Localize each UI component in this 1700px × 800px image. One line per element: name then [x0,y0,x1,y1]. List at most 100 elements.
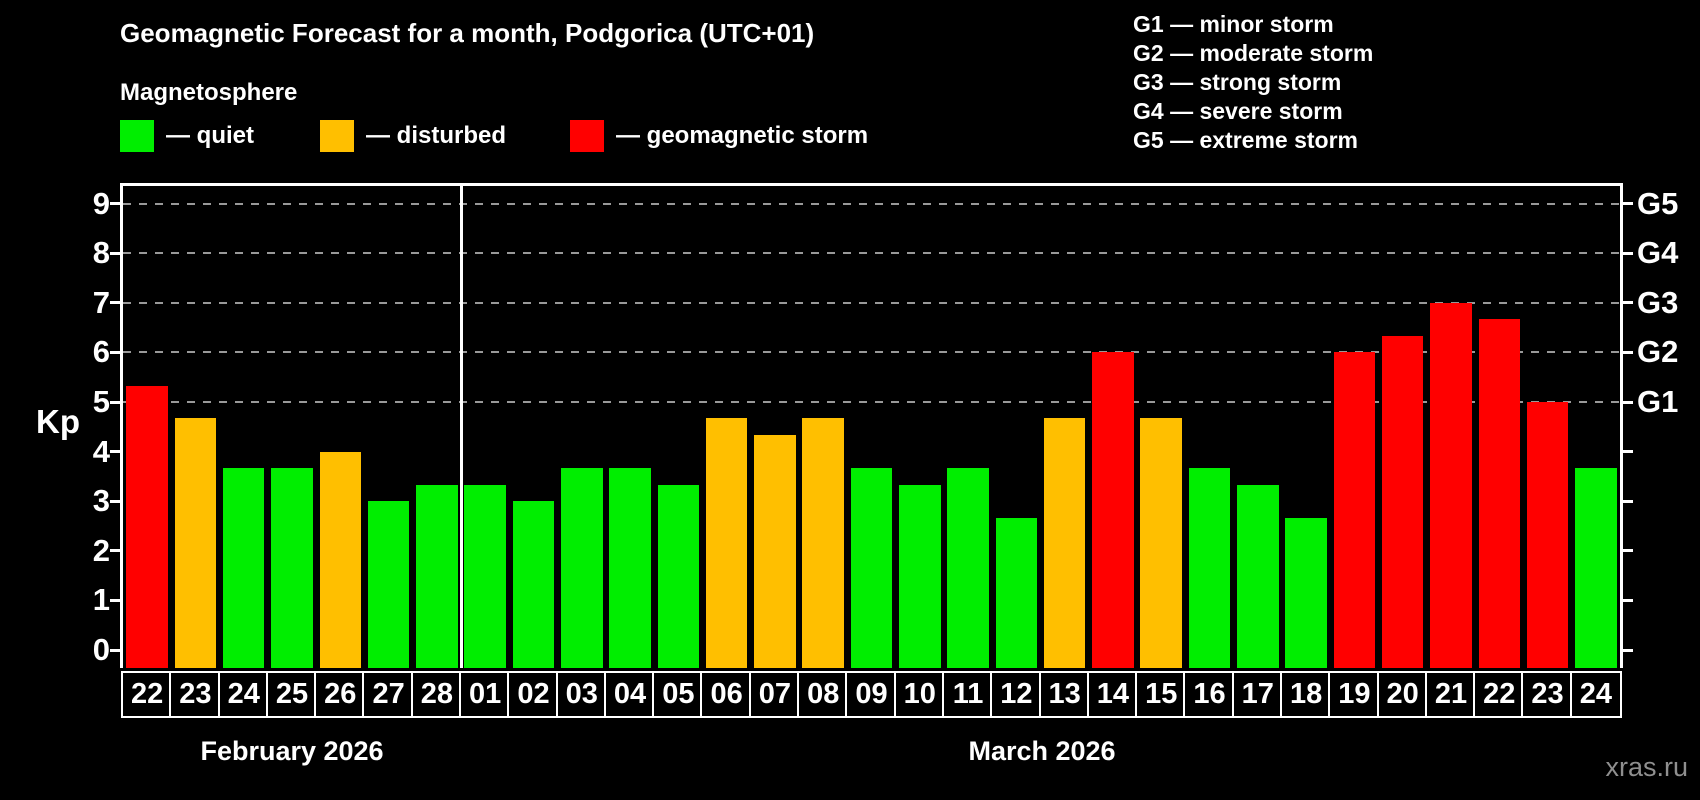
page-title: Geomagnetic Forecast for a month, Podgor… [120,18,815,48]
y-axis-line [120,183,123,668]
right-tick-6 [1623,350,1633,354]
date-cell-15: 15 [1135,671,1188,718]
kp-bar-day-05 [657,484,700,668]
kp-bar-day-12 [995,517,1038,668]
kp-bar-day-10 [899,484,941,668]
y-tick-label-6: 6 [92,334,110,370]
g2-legend-entry: G2 — moderate storm [1133,40,1374,66]
legend-item-quiet: — quiet [120,120,254,152]
gridline-kp-8 [123,252,1620,255]
chart-subtitle: Magnetosphere [120,79,298,106]
kp-bar-day-24 [1575,467,1617,668]
date-cell-06: 06 [700,671,753,718]
g-tick-label-G3: G3 [1637,284,1679,320]
date-cell-07: 07 [748,671,802,718]
date-cell-18: 18 [1279,671,1333,718]
date-cell-01: 01 [459,671,512,718]
right-tick-1 [1623,598,1633,602]
date-cell-23: 23 [1521,671,1574,718]
quiet-color-swatch-icon [120,120,154,152]
legend-label-disturbed: — disturbed [366,122,507,149]
y-tick-label-9: 9 [92,185,110,221]
right-axis-line [1620,183,1623,668]
right-tick-5 [1623,400,1633,404]
storm-color-swatch-icon [570,120,604,152]
kp-bar-day-13 [1043,418,1086,668]
y-tick-7 [110,301,120,305]
kp-bar-day-21 [1430,302,1472,668]
g-scale-legend: G1 — minor storm G2 — moderate storm G3 … [1133,10,1373,155]
legend-label-quiet: — quiet [166,122,254,149]
date-cell-02: 02 [507,671,560,718]
g4-legend-entry: G4 — severe storm [1133,98,1343,124]
right-tick-0 [1623,648,1633,652]
date-cell-14: 14 [1086,671,1140,718]
kp-bar-day-28 [416,484,458,668]
kp-bar-day-15 [1140,418,1182,668]
kp-bar-day-16 [1188,467,1231,668]
month-separator-line [459,183,463,668]
y-tick-label-4: 4 [92,433,110,469]
kp-bar-day-25 [271,467,313,668]
date-cell-11: 11 [941,671,995,718]
kp-bar-day-22 [126,385,168,668]
right-tick-4 [1623,450,1633,454]
y-tick-3 [110,499,120,503]
kp-bar-day-07 [754,435,796,668]
kp-bar-day-23 [174,418,217,668]
g5-legend-entry: G5 — extreme storm [1133,127,1358,153]
date-cell-05: 05 [652,671,705,718]
date-cell-22: 22 [121,671,174,718]
right-tick-7 [1623,301,1633,305]
kp-bar-day-27 [367,501,410,668]
kp-bar-day-03 [560,467,603,668]
kp-bar-day-04 [609,467,651,668]
kp-bar-day-11 [947,467,989,668]
date-cell-24: 24 [217,671,270,718]
kp-bar-day-22 [1478,319,1521,668]
kp-bar-day-01 [464,484,506,668]
g-tick-label-G2: G2 [1637,334,1679,370]
kp-bar-day-17 [1237,484,1279,668]
gridline-kp-7 [123,301,1620,304]
g3-legend-entry: G3 — strong storm [1133,69,1342,95]
kp-bar-day-24 [222,467,265,668]
y-tick-label-5: 5 [92,384,110,419]
date-cell-17: 17 [1231,671,1284,718]
y-tick-4 [110,450,120,454]
right-tick-3 [1623,499,1633,503]
watermark: xras.ru [1605,752,1688,782]
legend-item-storm: — geomagnetic storm [570,120,868,152]
right-tick-8 [1623,251,1633,255]
kp-bar-day-26 [319,451,362,668]
disturbed-color-swatch-icon [320,120,354,152]
date-cell-12: 12 [990,671,1043,718]
date-cell-04: 04 [603,671,657,718]
y-tick-label-3: 3 [92,483,110,519]
date-cell-16: 16 [1183,671,1236,718]
kp-bar-day-06 [705,418,748,668]
date-cell-10: 10 [893,671,946,718]
y-tick-2 [110,549,120,553]
kp-bar-day-23 [1526,402,1569,668]
g1-legend-entry: G1 — minor storm [1133,11,1334,37]
plot-top-border [120,183,1623,186]
date-cell-19: 19 [1328,671,1381,718]
kp-bar-day-08 [802,418,844,668]
date-cell-26: 26 [314,671,367,718]
right-tick-9 [1623,202,1633,206]
date-cell-23: 23 [169,671,222,718]
month-label-february: February 2026 [200,736,384,766]
y-tick-6 [110,350,120,354]
date-cell-27: 27 [362,671,415,718]
gridline-kp-5 [123,401,1620,403]
month-label-march: March 2026 [968,736,1116,766]
g-tick-label-G4: G4 [1637,235,1679,271]
right-tick-2 [1623,549,1633,553]
kp-bar-day-18 [1285,517,1327,668]
kp-bar-day-20 [1381,336,1424,668]
date-cell-09: 09 [845,671,898,718]
y-tick-label-1: 1 [92,582,110,618]
gridline-kp-6 [123,351,1620,354]
